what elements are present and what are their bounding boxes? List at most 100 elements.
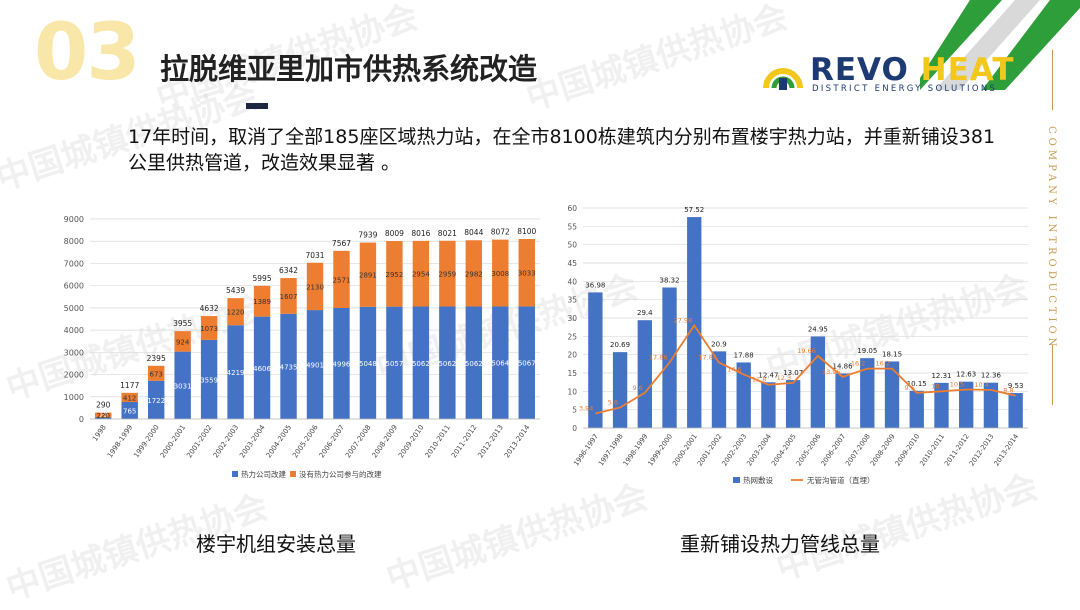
x-tick-label: 2009-2010 xyxy=(397,424,425,460)
slide-number: 03 xyxy=(34,8,141,98)
data-label-total: 8100 xyxy=(517,227,536,236)
bar-segment-company xyxy=(227,325,244,419)
data-label-bar: 17.88 xyxy=(734,351,754,359)
data-label-line: 9.6 xyxy=(632,384,642,392)
x-tick-label: 1998-1999 xyxy=(622,433,650,468)
x-tick-label: 2009-2010 xyxy=(894,433,922,468)
x-tick-label: 2012-2013 xyxy=(476,424,504,460)
bar-segment-other xyxy=(439,240,456,307)
x-tick-label: 2001-2002 xyxy=(696,433,724,468)
data-label-bar: 20.9 xyxy=(711,340,727,348)
y-tick-label: 7000 xyxy=(64,259,84,268)
data-label-total: 290 xyxy=(96,401,111,410)
x-tick-label: 2003-2004 xyxy=(745,433,773,468)
data-label-line: 12.3 xyxy=(777,374,791,382)
data-label-other: 220 xyxy=(97,412,110,420)
x-tick-label: 2000-2001 xyxy=(159,424,187,460)
bar-segment-other xyxy=(95,412,112,418)
bar-segment-company xyxy=(147,380,165,419)
data-label-company: 5048 xyxy=(359,360,377,368)
data-label-line: 9.6 xyxy=(904,384,914,392)
data-label-other: 2952 xyxy=(385,271,403,279)
data-label-bar: 19.05 xyxy=(857,347,877,355)
stripe-grey xyxy=(935,0,1040,90)
line-direct-buried xyxy=(595,323,1016,415)
x-tick-label: 2002-2003 xyxy=(212,424,240,460)
legend-label-company: 热力公司改建 xyxy=(241,469,286,479)
data-label-company: 5057 xyxy=(385,360,403,368)
x-tick-label: 2005-2006 xyxy=(291,423,320,459)
x-tick-label: 2013-2014 xyxy=(992,433,1020,468)
bar-pipeline xyxy=(835,373,850,428)
bar-segment-company xyxy=(306,310,324,419)
bar-pipeline xyxy=(860,358,875,428)
x-tick-label: 2001-2002 xyxy=(185,424,213,460)
data-label-other: 1220 xyxy=(227,309,245,317)
bar-segment-other xyxy=(174,331,191,352)
data-label-total: 8021 xyxy=(438,229,457,238)
bar-pipeline xyxy=(1008,393,1023,428)
watermark: 中国城镇供热协会 xyxy=(521,0,793,119)
data-label-total: 3955 xyxy=(173,319,192,328)
bar-pipeline xyxy=(711,351,727,428)
data-label-line: 10.5 xyxy=(950,381,964,389)
data-label-other: 2130 xyxy=(306,283,324,291)
bar-segment-other xyxy=(492,239,509,307)
x-tick-label: 1999-2000 xyxy=(646,433,674,468)
y-tick-label: 8000 xyxy=(64,237,84,246)
logo-subtitle: DISTRICT ENERGY SOLUTIONS xyxy=(812,84,998,94)
data-label-line: 13.95 xyxy=(822,368,841,376)
bar-pipeline xyxy=(662,287,677,428)
y-tick-label: 3000 xyxy=(64,348,84,357)
x-tick-label: 2003-2004 xyxy=(238,423,267,459)
data-label-company: 5062 xyxy=(412,360,430,368)
y-tick-label: 5000 xyxy=(64,304,84,313)
y-tick-label: 6000 xyxy=(64,282,84,291)
data-label-other: 3008 xyxy=(491,270,509,278)
x-tick-label: 2007-2008 xyxy=(844,433,872,468)
description: 17年时间，取消了全部185座区域热力站，在全市8100栋建筑内分别布置楼宇热力… xyxy=(128,126,996,174)
x-tick-label: 2006-2007 xyxy=(318,424,346,460)
side-line-top xyxy=(1052,50,1053,110)
legend-label-other: 没有热力公司参与的改建 xyxy=(299,469,382,479)
data-label-other: 2959 xyxy=(438,271,456,279)
data-label-bar: 20.69 xyxy=(610,341,630,349)
data-label-bar: 29.4 xyxy=(637,309,653,317)
data-label-bar: 12.31 xyxy=(931,372,951,380)
data-label-bar: 18.15 xyxy=(882,350,902,358)
y-tick-label: 40 xyxy=(567,277,577,286)
data-label-bar: 12.36 xyxy=(981,372,1002,380)
bar-segment-company xyxy=(253,316,271,419)
x-tick-label: 1996-1997 xyxy=(572,433,600,468)
bar-pipeline xyxy=(761,382,776,428)
bar-pipeline xyxy=(588,292,603,428)
data-label-other: 412 xyxy=(123,394,136,402)
bar-segment-company xyxy=(359,306,377,419)
bar-pipeline xyxy=(983,382,999,428)
bar-segment-other xyxy=(147,365,165,381)
bar-segment-other xyxy=(121,392,138,402)
data-label-bar: 36.98 xyxy=(585,281,605,289)
data-label-line: 10.4 xyxy=(974,381,988,389)
data-label-total: 4632 xyxy=(200,304,219,313)
data-label-total: 2395 xyxy=(147,354,166,363)
data-label-company: 765 xyxy=(123,408,136,416)
bar-pipeline xyxy=(736,362,751,428)
data-label-company: 70 xyxy=(99,411,108,419)
data-label-other: 2982 xyxy=(465,270,483,278)
bar-pipeline xyxy=(884,361,900,428)
data-label-bar: 57.52 xyxy=(684,206,704,214)
y-tick-label: 0 xyxy=(572,424,577,433)
legend-swatch-company xyxy=(232,471,238,477)
chart-building-units: 0100020003000400050006000700080009000702… xyxy=(64,215,540,479)
x-tick-label: 2013-2014 xyxy=(503,423,532,459)
y-tick-label: 9000 xyxy=(64,215,84,224)
bar-segment-company xyxy=(386,306,403,419)
data-label-company: 4219 xyxy=(227,369,245,377)
logo-text: REVO HEAT xyxy=(810,52,1015,88)
data-label-other: 1389 xyxy=(253,298,271,306)
logo-mark-icon xyxy=(763,68,803,90)
y-tick-label: 10 xyxy=(567,387,577,396)
data-label-total: 8044 xyxy=(464,228,483,237)
bar-pipeline xyxy=(687,217,702,428)
